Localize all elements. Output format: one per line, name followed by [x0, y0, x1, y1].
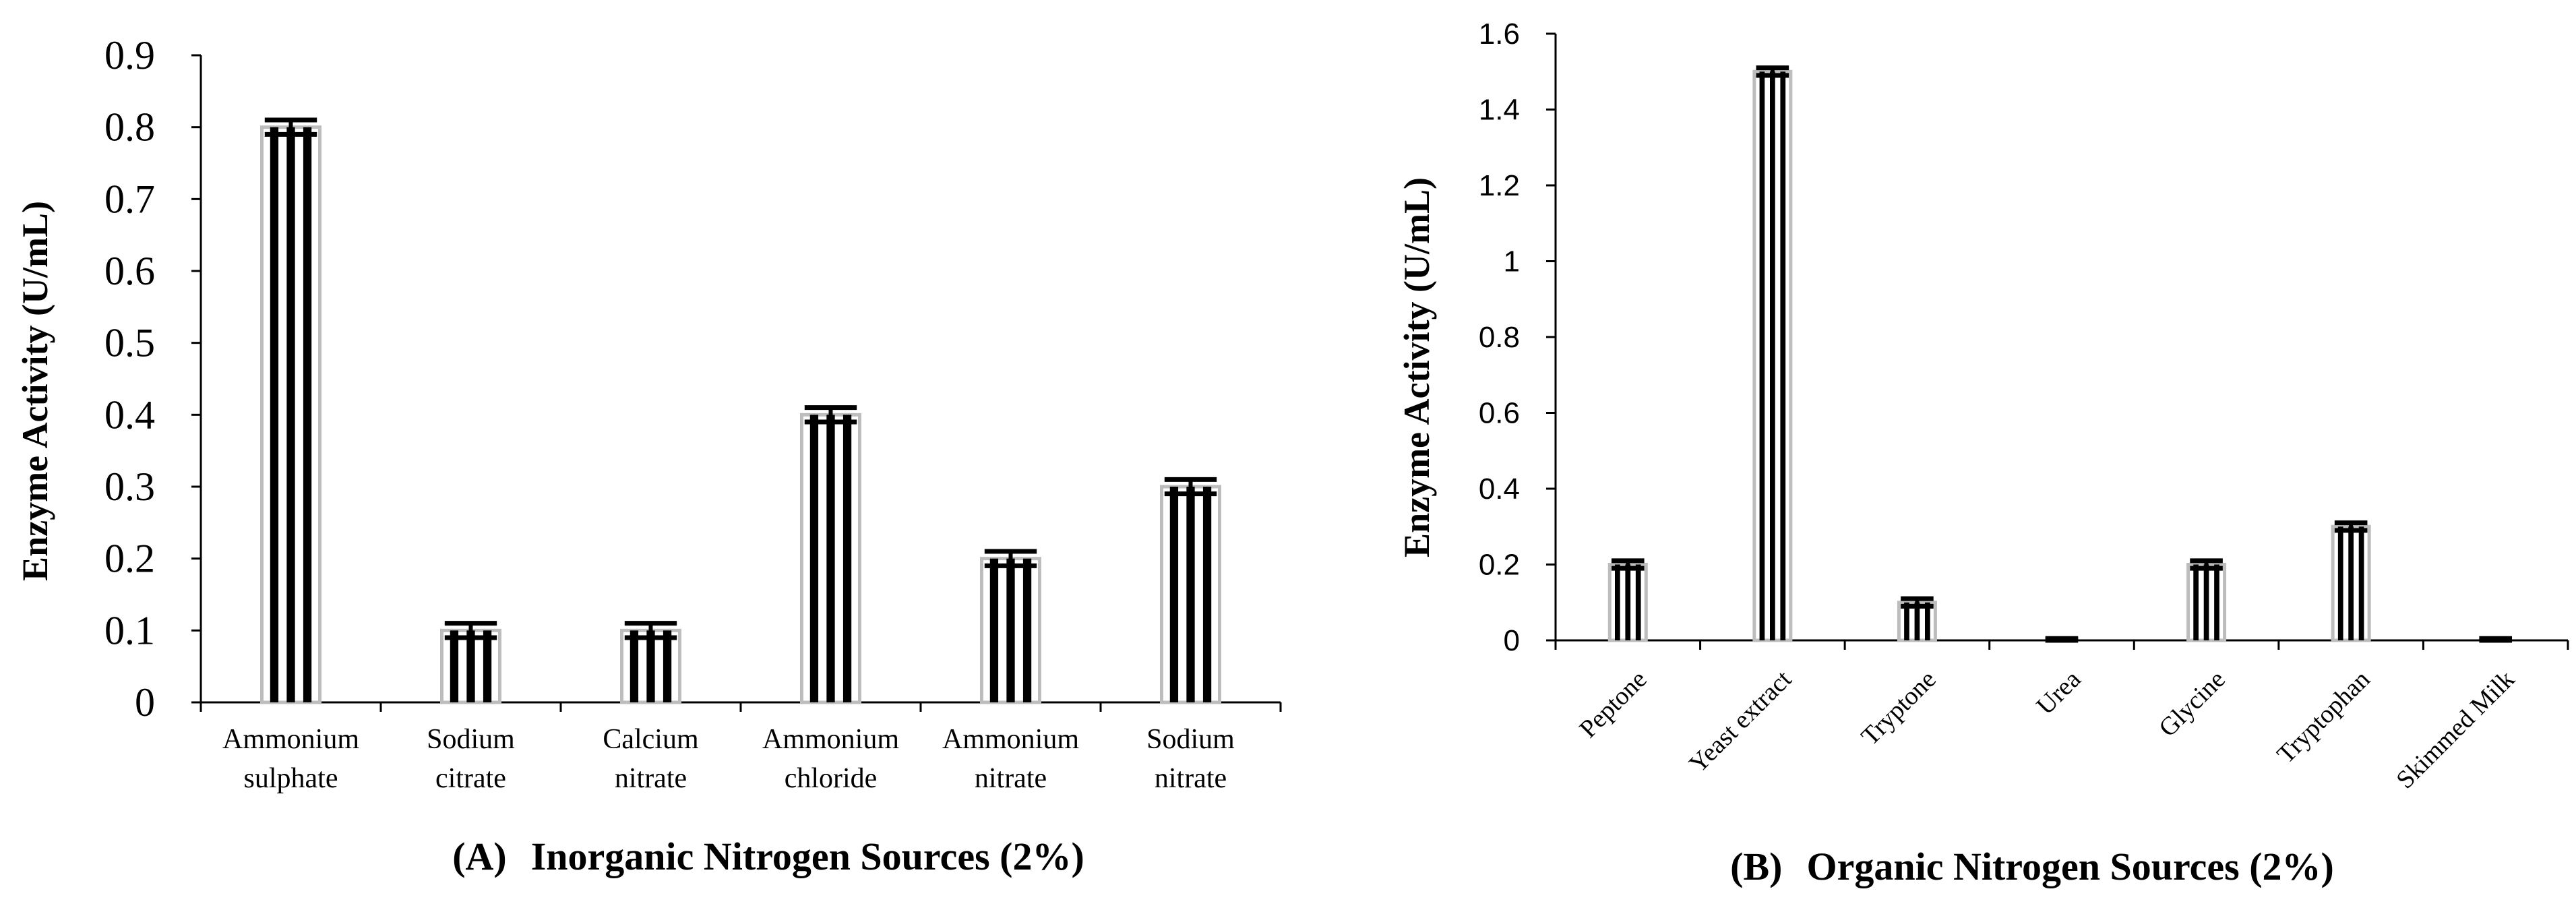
panel-b-bars	[1607, 65, 2513, 643]
panel-b-bar-stripe	[2214, 564, 2219, 640]
panel-b-organic-chart: 0 0.2 0.4 0.6 0.8 1 1.2 1.4 1.6 Peptone Yeast ext…	[1397, 18, 2569, 888]
panel-a-y-axis-label: Enzyme Activity (U/mL)	[15, 201, 55, 581]
panel-a-bar-stripe	[303, 127, 312, 702]
panel-b-bar-stripe	[1615, 564, 1620, 640]
panel-b-bar-stripe	[1904, 602, 1909, 640]
panel-b-bar	[2045, 636, 2079, 643]
panel-b-bar	[2186, 558, 2227, 642]
panel-b-bar	[1897, 596, 1937, 642]
panel-a-bar-stripe	[1022, 558, 1032, 702]
panel-b-y-tick-label: 0.4	[1479, 473, 1520, 506]
panel-a-y-tick-label: 0.9	[104, 33, 155, 78]
panel-b-y-tick-label: 0.2	[1479, 549, 1520, 582]
panel-a-caption-text: Inorganic Nitrogen Sources (2%)	[531, 834, 1084, 878]
panel-a-bar-stripe	[630, 630, 639, 702]
panel-a-y-tick-label: 0.6	[104, 249, 155, 293]
panel-a-bar-stripe	[1006, 558, 1015, 702]
panel-b-bar-stripe	[1925, 602, 1930, 640]
panel-a-category-label: Ammonium chloride	[762, 724, 899, 794]
panel-b-y-tick-label: 1	[1504, 245, 1520, 278]
panel-b-y-tick-label: 0.6	[1479, 397, 1520, 430]
panel-b-bar-stripe	[2348, 526, 2354, 640]
panel-a-bar-stripe	[270, 127, 279, 702]
panel-b-bar-stripe	[1780, 71, 1786, 640]
panel-a-category-label: Ammonium sulphate	[222, 724, 359, 794]
panel-b-y-tick-label: 0	[1504, 624, 1520, 657]
panel-a-y-tick-label: 0.7	[104, 177, 155, 221]
panel-b-tick-labels: 0 0.2 0.4 0.6 0.8 1 1.2 1.4 1.6	[1479, 18, 1520, 657]
panel-a-category-label: Ammonium nitrate	[942, 724, 1079, 794]
panel-a-category-label: Sodium nitrate	[1146, 724, 1235, 794]
panel-b-bar-stripe	[1759, 71, 1765, 640]
panel-a-y-tick-label: 0.3	[104, 464, 155, 509]
panel-b-category-label: Tryptophan	[2271, 665, 2375, 769]
panel-a-category-label: Calcium nitrate	[603, 724, 699, 794]
panel-a-bar-stripe	[286, 127, 295, 702]
panel-b-bar	[2331, 520, 2371, 642]
panel-a-y-tick-label: 0.5	[104, 321, 155, 365]
panel-a-bar	[620, 621, 681, 704]
panel-b-category-label: Tryptone	[1856, 665, 1942, 751]
panel-a-bar-stripe	[663, 630, 672, 702]
panel-b-bar	[1607, 558, 1648, 642]
panel-a-bar	[440, 621, 501, 704]
panel-b-category-label: Yeast extract	[1684, 665, 1797, 778]
panel-a-bars	[260, 117, 1221, 704]
panel-a-bar	[1160, 477, 1221, 704]
panel-a-y-tick-label: 0.2	[104, 537, 155, 581]
panel-a-category-labels: Ammonium sulphate Sodium citrate Calcium nitr…	[222, 724, 1235, 794]
panel-b-caption: (B) Organic Nitrogen Sources (2%)	[1730, 845, 2334, 888]
panel-b-category-label: Glycine	[2153, 665, 2231, 743]
panel-b-bar-stripe	[2203, 564, 2209, 640]
panel-a-y-tick-label: 0.1	[104, 608, 155, 652]
panel-a-bar-stripe	[483, 630, 492, 702]
panel-b-category-label: Peptone	[1574, 665, 1652, 743]
panel-b-bar-stripe	[2358, 526, 2364, 640]
panel-b-bar	[1752, 65, 1793, 642]
panel-a-y-tick-label: 0	[135, 680, 155, 725]
panel-b-axes	[1546, 32, 2569, 650]
panel-a-bar-stripe	[1169, 487, 1179, 702]
panel-b-bar-stripe	[1635, 564, 1641, 640]
panel-a-bar-stripe	[646, 630, 655, 702]
panel-b-y-tick-label: 1.6	[1479, 18, 1520, 51]
panel-b-y-tick-label: 0.8	[1479, 321, 1520, 354]
panel-b-y-tick-label: 1.4	[1479, 94, 1520, 127]
panel-a-category-label: Sodium citrate	[427, 724, 515, 794]
panel-b-panel-tag: (B)	[1730, 845, 1782, 888]
panel-a-bar-stripe	[466, 630, 475, 702]
panel-b-y-tick-label: 1.2	[1479, 169, 1520, 202]
panel-b-category-labels: Peptone Yeast extract Tryptone Urea Glycine T…	[1574, 665, 2520, 794]
panel-b-bar-stripe	[2337, 526, 2343, 640]
panel-b-bar-stripe	[1770, 71, 1775, 640]
panel-a-axes	[191, 54, 1282, 712]
panel-b-bar-stripe	[1914, 602, 1920, 640]
panel-a-bar-stripe	[1202, 487, 1212, 702]
panel-a-bar-stripe	[1186, 487, 1195, 702]
panel-a-y-tick-label: 0.4	[104, 392, 155, 437]
panel-a-inorganic-chart: 0 0.1 0.2 0.3 0.4 0.5 0.6 0.7 0.8 0.9 Ammonium sul…	[15, 33, 1282, 878]
panel-b-category-label: Skimmed Milk	[2391, 665, 2520, 795]
panel-a-bar-stripe	[809, 415, 819, 702]
panel-a-bar	[260, 117, 321, 704]
panel-a-bar-stripe	[989, 558, 999, 702]
panel-b-bar	[2479, 636, 2513, 643]
panel-b-bar-stripe	[2193, 564, 2199, 640]
panel-a-tick-labels: 0 0.1 0.2 0.3 0.4 0.5 0.6 0.7 0.8 0.9	[104, 33, 155, 725]
panel-b-caption-text: Organic Nitrogen Sources (2%)	[1806, 845, 2333, 888]
panel-a-bar-stripe	[842, 415, 852, 702]
panel-b-y-axis-label: Enzyme Activity (U/mL)	[1397, 177, 1437, 557]
panel-a-y-tick-label: 0.8	[104, 105, 155, 150]
panel-a-bar	[980, 549, 1041, 704]
panel-a-bar	[800, 405, 861, 704]
panel-a-bar-stripe	[450, 630, 459, 702]
panel-a-caption: (A) Inorganic Nitrogen Sources (2%)	[452, 834, 1084, 878]
panel-b-bar-stripe	[1625, 564, 1631, 640]
panel-b-category-label: Urea	[2031, 665, 2086, 721]
panel-a-bar-stripe	[826, 415, 835, 702]
panel-a-panel-tag: (A)	[452, 834, 507, 878]
